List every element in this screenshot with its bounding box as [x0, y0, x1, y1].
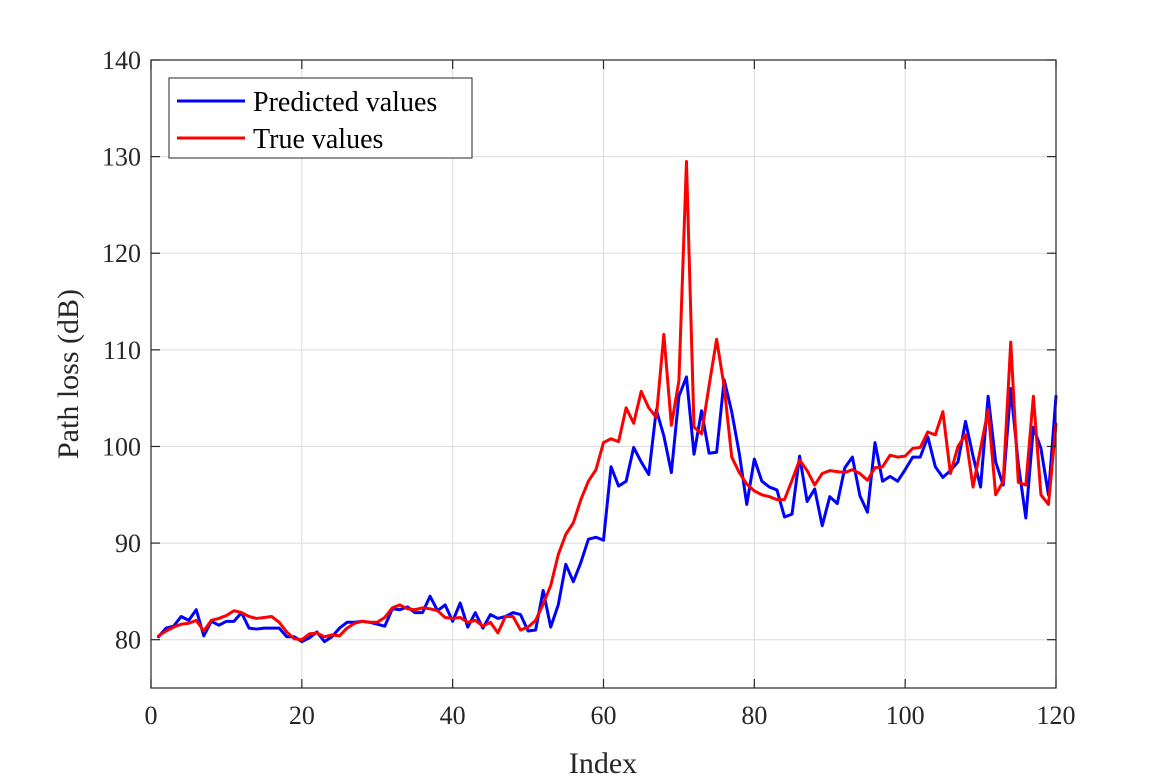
y-tick-label: 90 [115, 529, 141, 558]
x-tick-label: 0 [145, 701, 158, 730]
y-tick-label: 100 [102, 432, 141, 461]
y-axis-title: Path loss (dB) [52, 289, 85, 459]
legend: Predicted values True values [168, 77, 473, 159]
grid-lines [151, 60, 1056, 688]
y-tick-label: 110 [103, 336, 141, 365]
x-tick-label: 20 [289, 701, 315, 730]
x-tick-label: 80 [741, 701, 767, 730]
x-tick-label: 100 [886, 701, 925, 730]
x-tick-labels: 0 20 40 60 80 100 120 [145, 701, 1076, 730]
y-tick-label: 120 [102, 239, 141, 268]
legend-label-true: True values [253, 124, 383, 155]
series-layer [157, 159, 1058, 644]
legend-box [168, 77, 473, 159]
y-tick-label: 140 [102, 46, 141, 75]
legend-label-predicted: Predicted values [253, 87, 437, 118]
y-tick-label: 130 [102, 143, 141, 172]
true-values-line [157, 159, 1058, 642]
x-tick-label: 40 [440, 701, 466, 730]
y-tick-label: 80 [115, 626, 141, 655]
x-tick-label: 120 [1037, 701, 1076, 730]
x-tick-label: 60 [591, 701, 617, 730]
predicted-values-line [157, 375, 1058, 644]
x-axis-title: Index [569, 747, 637, 780]
axis-ticks [150, 59, 1057, 688]
y-tick-labels: 80 90 100 110 120 130 140 [102, 46, 141, 655]
